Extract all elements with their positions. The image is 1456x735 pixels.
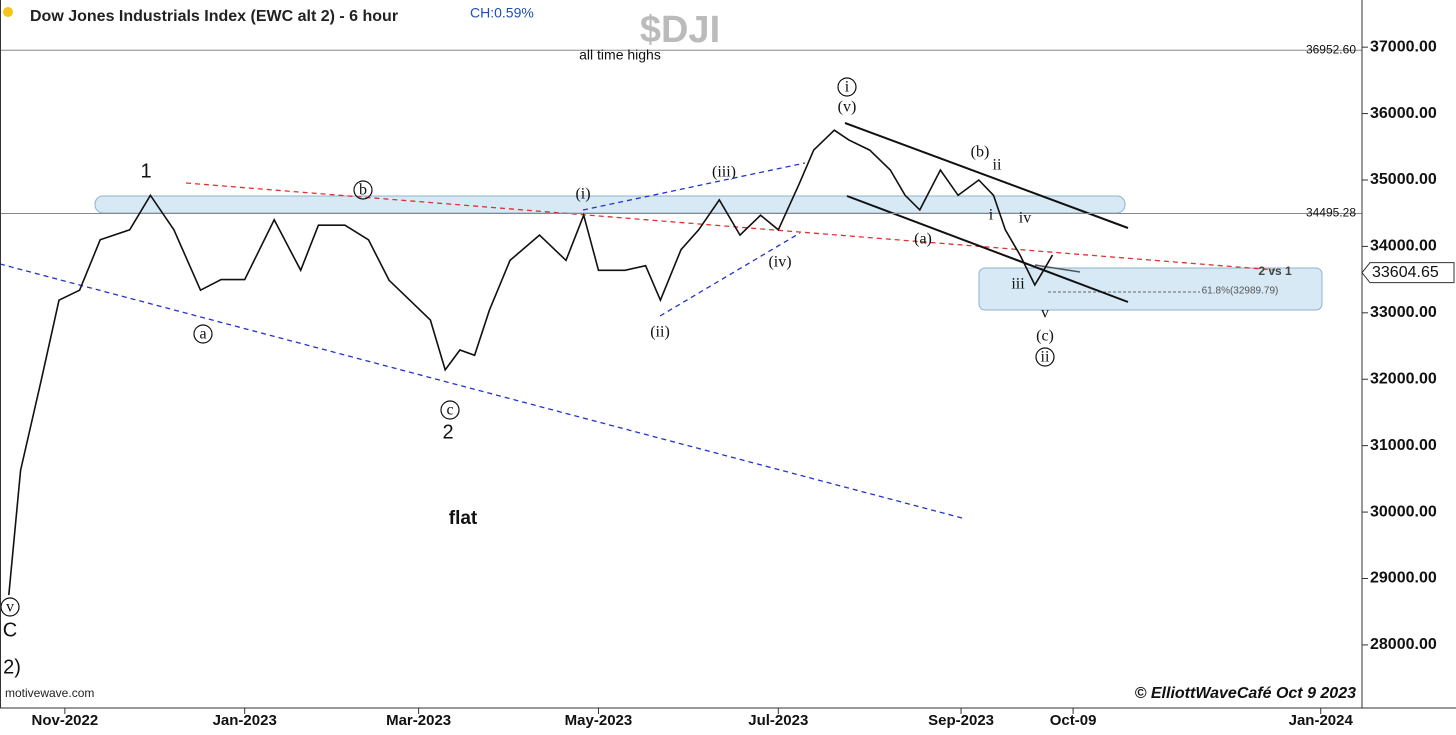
wave-label: 2) xyxy=(3,656,21,678)
wave-label: b xyxy=(359,182,367,199)
note: all time highs xyxy=(579,47,661,63)
y-tick-label: 37000.00 xyxy=(1370,38,1437,55)
wave-label: (iii) xyxy=(712,164,736,181)
channel-line xyxy=(844,122,1129,229)
x-tick-label: Nov-2022 xyxy=(32,712,99,729)
y-tick-label: 32000.00 xyxy=(1370,370,1437,387)
trend-line xyxy=(659,232,801,317)
x-tick-label: Oct-09 xyxy=(1050,712,1097,729)
wave-label: (a) xyxy=(914,231,932,248)
axis-panel xyxy=(1362,0,1456,730)
wave-label: 1 xyxy=(140,160,151,182)
x-tick-label: Mar-2023 xyxy=(386,712,451,729)
x-tick-label: Jul-2023 xyxy=(748,712,808,729)
wave-ring xyxy=(353,180,373,200)
wave-label: (iv) xyxy=(768,254,791,271)
series-layer xyxy=(0,49,1362,596)
y-tick-label: 33000.00 xyxy=(1370,304,1437,321)
wave-label: v xyxy=(6,599,14,616)
level-label: 34495.28 xyxy=(1306,206,1356,220)
y-tick-label: 36000.00 xyxy=(1370,105,1437,122)
y-tick-label: 29000.00 xyxy=(1370,570,1437,587)
wave-label: (b) xyxy=(971,144,990,161)
last-price-label: 33604.65 xyxy=(1372,264,1439,281)
note: 2 vs 1 xyxy=(1258,264,1292,278)
wave-label: ii xyxy=(993,157,1002,174)
trend-line xyxy=(1034,264,1081,273)
wave-ring xyxy=(440,400,460,420)
wave-label: (c) xyxy=(1036,328,1054,345)
x-tick-label: Jan-2024 xyxy=(1289,712,1354,729)
wave-ring xyxy=(1035,347,1055,367)
wave-label: iv xyxy=(1019,210,1031,227)
level-label: 36952.60 xyxy=(1306,42,1356,56)
wave-label: 2 xyxy=(442,421,453,443)
source: motivewave.com xyxy=(5,686,94,700)
x-tick-label: May-2023 xyxy=(565,712,633,729)
trend-line xyxy=(582,162,806,211)
y-tick-label: 30000.00 xyxy=(1370,503,1437,520)
y-tick-label: 31000.00 xyxy=(1370,437,1437,454)
wave-label: C xyxy=(3,619,17,641)
axis-layer: 28000.00 29000.00 30000.00 31000.00 32000.00… xyxy=(32,38,1455,729)
price-line xyxy=(8,129,1054,596)
x-tick-label: Jan-2023 xyxy=(213,712,277,729)
last-price-box xyxy=(1361,262,1455,284)
y-tick-label: 28000.00 xyxy=(1370,636,1437,653)
trend-line xyxy=(0,263,963,519)
wave-label: (v) xyxy=(838,99,857,116)
credit: © ElliottWaveCafé Oct 9 2023 xyxy=(1135,685,1356,702)
wave-ring xyxy=(193,324,213,344)
wave-label: c xyxy=(446,402,453,419)
note: flat xyxy=(449,508,478,529)
wave-label: i xyxy=(845,79,850,96)
y-tick-label: 34000.00 xyxy=(1370,238,1437,255)
wave-label: (i) xyxy=(575,186,590,203)
wave-label: a xyxy=(199,326,206,343)
wave-label: ii xyxy=(1041,349,1050,366)
wave-label: iii xyxy=(1011,276,1025,293)
note: 61.8%(32989.79) xyxy=(1202,286,1279,297)
chart-title: Dow Jones Industrials Index (EWC alt 2) … xyxy=(30,8,398,25)
symbol-watermark: $DJI xyxy=(640,9,720,51)
change: CH:0.59% xyxy=(470,5,534,21)
wave-ring xyxy=(837,77,857,97)
status-dot xyxy=(3,7,13,17)
y-tick-label: 35000.00 xyxy=(1370,171,1437,188)
x-tick-label: Sep-2023 xyxy=(928,712,994,729)
wave-label: v xyxy=(1041,305,1049,322)
wave-label: i xyxy=(989,207,994,224)
wave-label: (ii) xyxy=(650,324,670,341)
